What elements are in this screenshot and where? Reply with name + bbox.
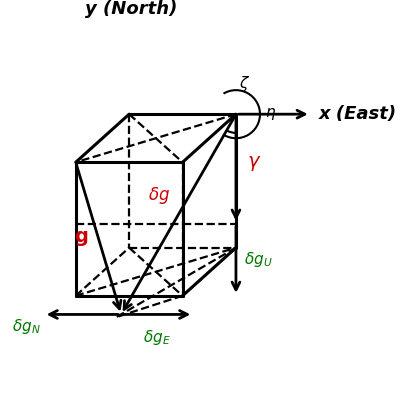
Text: $\delta g$: $\delta g$	[148, 185, 170, 206]
Text: $\delta g_U$: $\delta g_U$	[244, 250, 272, 269]
Text: y (North): y (North)	[85, 0, 177, 18]
Text: x (East): x (East)	[319, 105, 397, 123]
Text: $\gamma$: $\gamma$	[247, 154, 261, 173]
Text: $\delta g_E$: $\delta g_E$	[143, 328, 171, 347]
Text: $\eta$: $\eta$	[265, 106, 276, 122]
Text: $\delta g_N$: $\delta g_N$	[12, 317, 41, 336]
Text: $\mathbf{g}$: $\mathbf{g}$	[74, 229, 88, 248]
Text: $\zeta$: $\zeta$	[239, 74, 250, 93]
